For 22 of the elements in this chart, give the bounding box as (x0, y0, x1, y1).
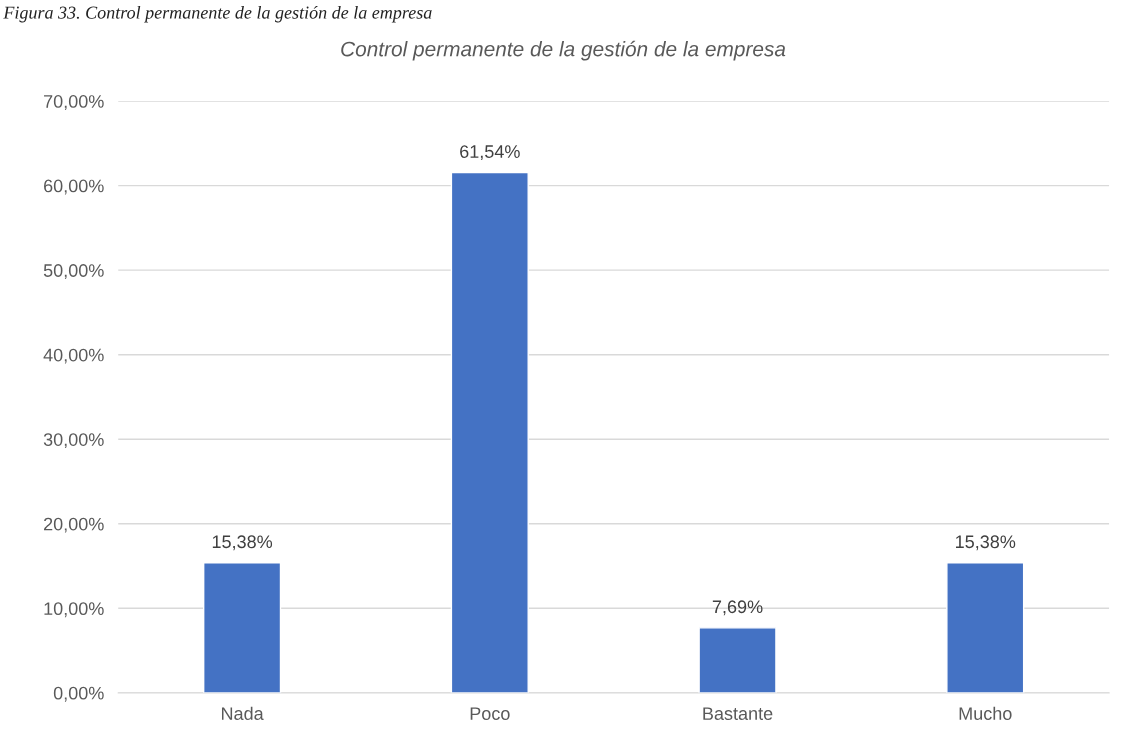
y-tick-label: 10,00% (44, 602, 104, 618)
y-tick-label: 20,00% (44, 517, 104, 533)
data-label: 15,38% (956, 535, 1016, 551)
y-tick-label: 30,00% (43, 433, 104, 449)
bar (202, 562, 282, 693)
data-label: 7,69% (712, 600, 763, 616)
bar (946, 562, 1025, 693)
x-tick-label: Mucho (959, 706, 1012, 720)
data-label: 61,54% (460, 145, 520, 161)
text: Figura 33. Control permanente de la gestión de la empresa (3, 5, 432, 23)
y-tick-label: 0,00% (53, 686, 104, 702)
data-label: 15,38% (212, 535, 273, 551)
y-tick-label: 60,00% (44, 179, 104, 195)
x-tick-label: Bastante (703, 707, 773, 720)
y-tick-label: 40,00% (43, 348, 104, 364)
x-tick-label: Poco (470, 707, 510, 720)
y-tick-label: 50,00% (43, 264, 104, 280)
y-tick-label: 70,00% (44, 95, 104, 110)
bar (698, 627, 777, 693)
bar (450, 171, 529, 693)
chart-title: Control permanente de la gestión de la empresa (341, 40, 786, 61)
x-tick-label: Nada (221, 706, 264, 720)
